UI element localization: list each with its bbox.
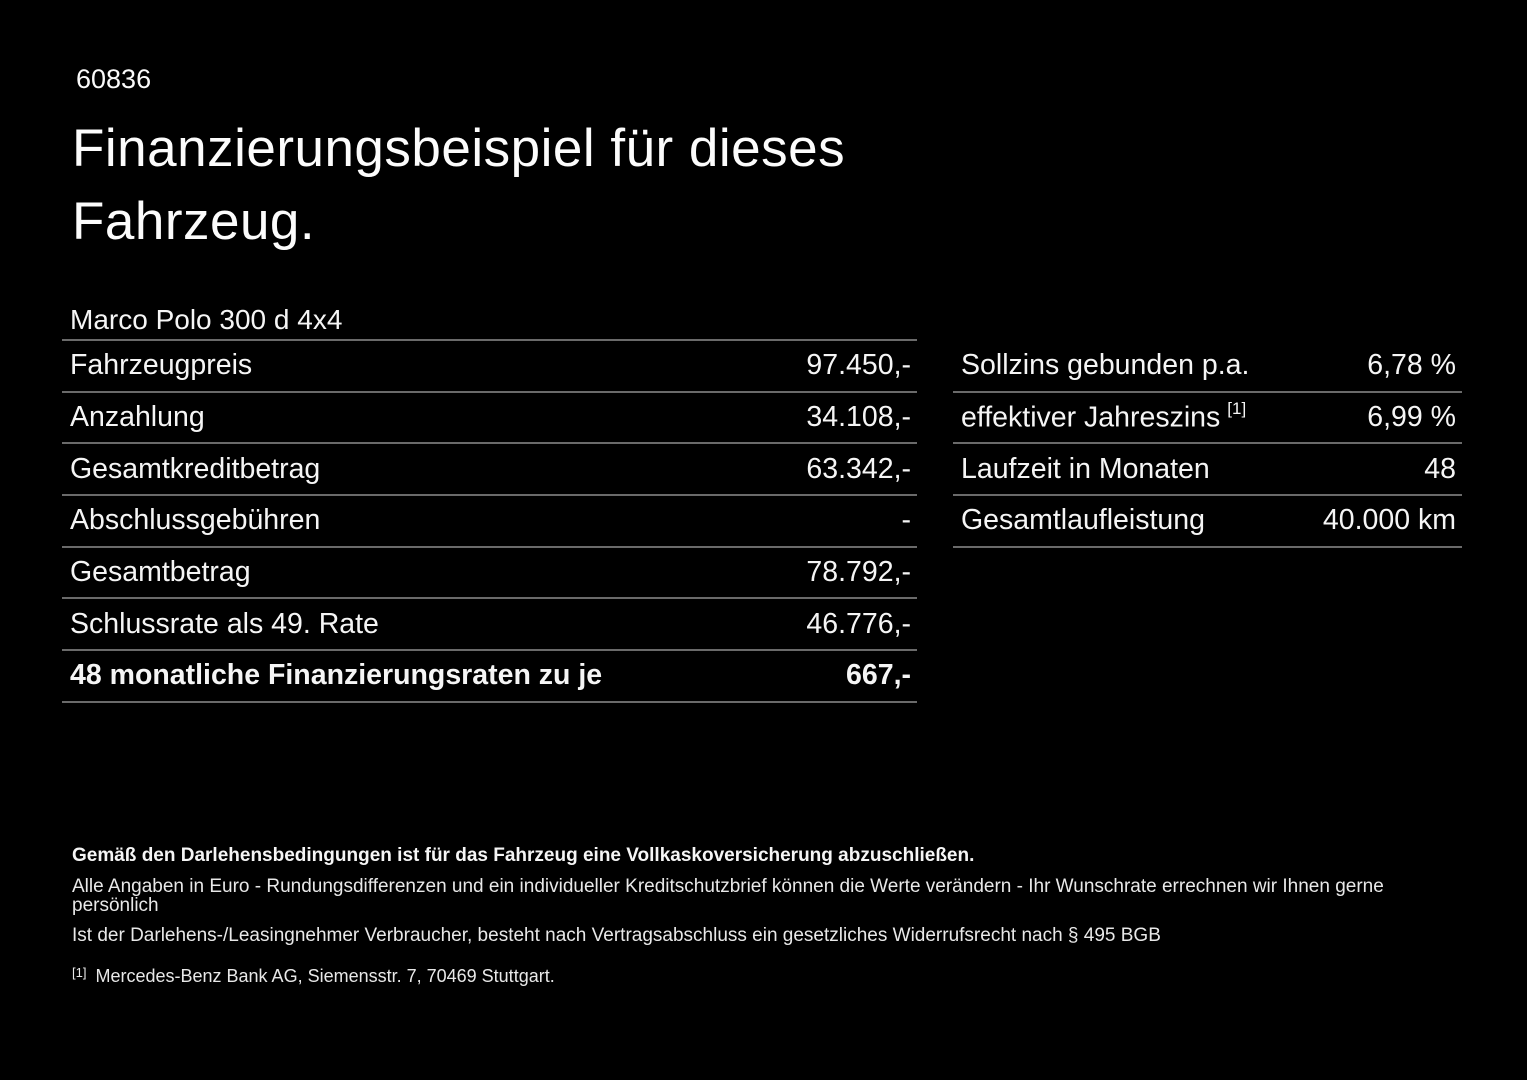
row-value: 48 — [1424, 452, 1456, 485]
table-row-monatsrate: 48 monatliche Finanzierungsraten zu je 6… — [62, 651, 917, 703]
row-label: effektiver Jahreszins [1] — [961, 398, 1247, 435]
row-label: Gesamtkreditbetrag — [70, 452, 321, 485]
row-value: 63.342,- — [806, 452, 911, 485]
table-row-abschlussgebuehren: Abschlussgebühren - — [62, 496, 917, 548]
row-value: 34.108,- — [806, 401, 911, 434]
row-label: Schlussrate als 49. Rate — [70, 607, 379, 640]
row-value: - — [901, 504, 912, 537]
table-row-schlussrate: Schlussrate als 49. Rate 46.776,- — [62, 599, 917, 652]
footnote-text: Mercedes-Benz Bank AG, Siemensstr. 7, 70… — [95, 966, 555, 986]
row-label-text: effektiver Jahreszins — [961, 401, 1221, 434]
table-row-anzahlung: Anzahlung 34.108,- — [62, 393, 917, 445]
table-row-gesamtkreditbetrag: Gesamtkreditbetrag 63.342,- — [62, 444, 917, 497]
footnote-reference: [1] — [1227, 398, 1247, 418]
table-row-gesamtbetrag: Gesamtbetrag 78.792,- — [62, 548, 917, 600]
reference-number: 60836 — [76, 64, 152, 94]
row-label: Anzahlung — [70, 401, 205, 434]
footer-insurance-note: Gemäß den Darlehensbedingungen ist für d… — [72, 845, 975, 866]
table-row-effektiver-jahreszins: effektiver Jahreszins [1] 6,99 % — [953, 393, 1462, 445]
table-row-gesamtlaufleistung: Gesamtlaufleistung 40.000 km — [953, 496, 1462, 548]
footnote-bank: [1] Mercedes-Benz Bank AG, Siemensstr. 7,… — [72, 965, 1472, 987]
table-row-laufzeit: Laufzeit in Monaten 48 — [953, 444, 1462, 497]
row-label: Fahrzeugpreis — [70, 349, 253, 382]
row-value: 46.776,- — [806, 607, 911, 640]
row-value: 667,- — [846, 659, 911, 692]
finance-table: Marco Polo 300 d 4x4 Fahrzeugpreis 97.45… — [62, 300, 917, 703]
vehicle-name: Marco Polo 300 d 4x4 — [62, 300, 917, 341]
row-label: Gesamtlaufleistung — [961, 504, 1205, 537]
row-value: 97.450,- — [806, 349, 911, 382]
footer-disclaimer-2: Ist der Darlehens-/Leasingnehmer Verbrau… — [72, 925, 1161, 946]
footnote-marker: [1] — [72, 965, 87, 980]
legal-footer: Gemäß den Darlehensbedingungen ist für d… — [72, 846, 1472, 998]
page-title-line1: Finanzierungsbeispiel für dieses — [72, 119, 846, 178]
footer-disclaimer-1: Alle Angaben in Euro - Rundungsdifferenz… — [72, 876, 1384, 916]
row-value: 78.792,- — [806, 556, 911, 589]
conditions-table: Sollzins gebunden p.a. 6,78 % effektiver… — [953, 341, 1462, 548]
row-value: 6,78 % — [1367, 349, 1456, 382]
row-label: Gesamtbetrag — [70, 556, 251, 589]
row-value: 6,99 % — [1367, 401, 1456, 434]
page-title-line2: Fahrzeug. — [72, 192, 316, 251]
row-value: 40.000 km — [1322, 504, 1456, 537]
row-label: 48 monatliche Finanzierungsraten zu je — [70, 659, 603, 692]
row-label: Laufzeit in Monaten — [961, 452, 1210, 485]
row-label: Abschlussgebühren — [70, 504, 321, 537]
row-label: Sollzins gebunden p.a. — [961, 349, 1250, 382]
page-title: Finanzierungsbeispiel für dieses Fahrzeug… — [72, 112, 845, 258]
table-row-sollzins: Sollzins gebunden p.a. 6,78 % — [953, 341, 1462, 393]
table-row-fahrzeugpreis: Fahrzeugpreis 97.450,- — [62, 341, 917, 393]
